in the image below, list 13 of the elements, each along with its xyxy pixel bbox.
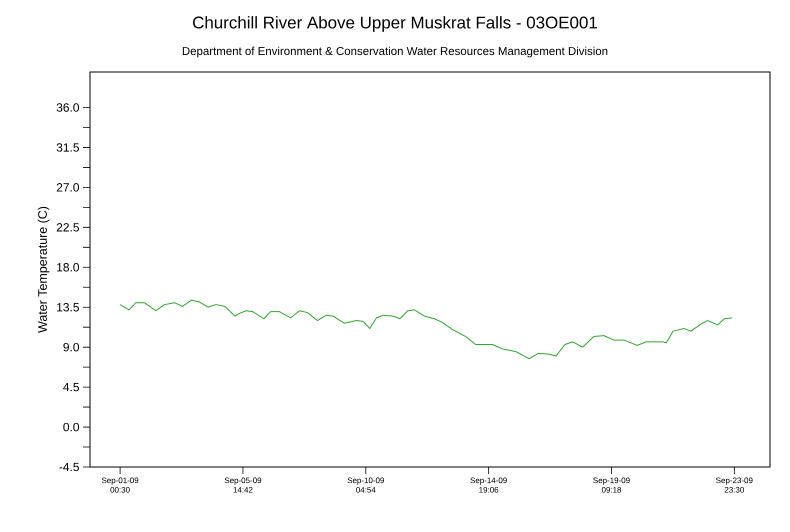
y-tick-label: 9.0 — [63, 342, 80, 352]
y-tick-label: 0.0 — [63, 422, 80, 432]
chart-title: Churchill River Above Upper Muskrat Falls - 03OE001 — [193, 16, 597, 32]
y-tick-label: 13.5 — [57, 302, 79, 312]
y-axis-title: Water Temperature (C) — [38, 206, 50, 333]
y-tick-label: 31.5 — [56, 143, 79, 152]
chart-subtitle: Department of Environment & Conservation Water Resources Management Division — [182, 46, 608, 58]
y-tick-label: 18.0 — [57, 263, 80, 272]
y-tick-label: -4.5 — [59, 462, 79, 472]
y-tick-label: 27.0 — [56, 183, 80, 192]
y-tick-label: 4.5 — [63, 382, 79, 392]
y-tick-label: 36.0 — [56, 103, 80, 112]
y-tick-label: 22.5 — [56, 223, 79, 232]
